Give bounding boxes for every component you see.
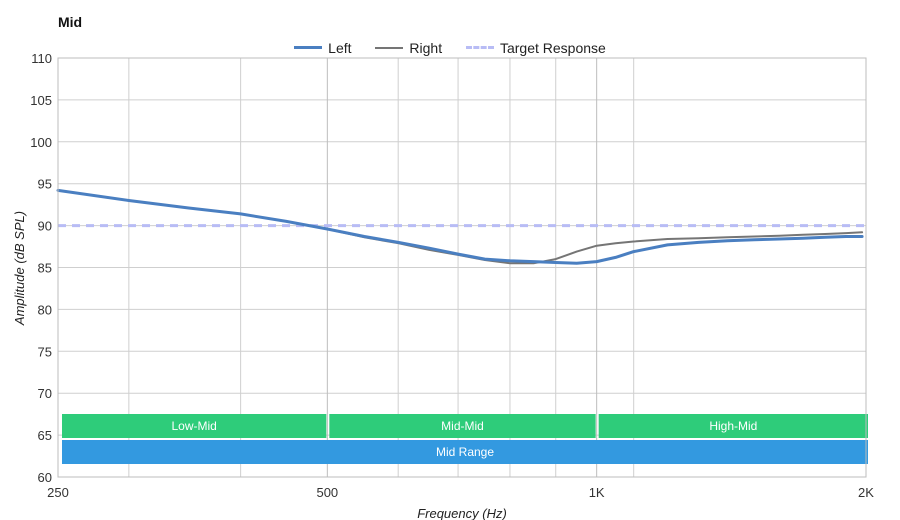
y-tick-label: 80: [38, 302, 52, 317]
y-tick-label: 95: [38, 177, 52, 192]
frequency-bands: Low-Mid Mid-Mid High-Mid Mid Range: [62, 414, 868, 464]
band-label: Mid Range: [436, 445, 494, 459]
legend-item-left[interactable]: Left: [294, 39, 352, 56]
plot-border: [57, 57, 867, 478]
legend-swatch-right: [375, 47, 404, 49]
y-tick-label: 65: [38, 428, 52, 443]
band-label: High-Mid: [709, 419, 757, 433]
legend-label-left: Left: [328, 39, 352, 56]
y-axis-label: Amplitude (dB SPL): [12, 211, 27, 326]
y-tick-label: 60: [38, 470, 52, 485]
chart-title: Mid: [58, 14, 83, 30]
series-lines: [56, 188, 866, 265]
band-mid-range: [62, 440, 868, 464]
y-tick-label: 75: [38, 344, 52, 359]
legend-swatch-left: [294, 46, 323, 49]
x-axis-label: Frequency (Hz): [417, 506, 507, 520]
legend-item-right[interactable]: Right: [375, 40, 442, 56]
x-tick-label: 1K: [589, 485, 605, 500]
legend-label-target: Target Response: [499, 39, 606, 56]
legend-swatch-target: [465, 46, 494, 49]
band-label: Low-Mid: [171, 419, 216, 433]
band-mid-mid: [329, 414, 596, 438]
legend-item-target[interactable]: Target Response: [465, 39, 606, 56]
x-tick-label: 250: [47, 485, 69, 500]
y-tick-label: 110: [31, 51, 52, 66]
legend-label-right: Right: [409, 40, 443, 56]
x-tick-label: 500: [316, 485, 338, 500]
y-tick-label: 90: [38, 219, 52, 234]
series-line-right: [57, 189, 864, 265]
x-tick-label: 2K: [858, 485, 874, 500]
band-low-mid: [62, 414, 327, 438]
y-tick-label: 70: [38, 386, 52, 401]
y-tick-label: 100: [30, 135, 52, 150]
series-line-left: [56, 188, 864, 265]
band-label: Mid-Mid: [441, 419, 484, 433]
axes: 60 65 70 75 80 85 90 95 100 105 110 250 500 1K 2K: [30, 51, 874, 500]
legend: Left Right Target Response: [0, 36, 900, 56]
y-tick-label: 85: [38, 261, 52, 276]
y-tick-label: 105: [30, 93, 52, 108]
band-high-mid: [598, 414, 868, 438]
